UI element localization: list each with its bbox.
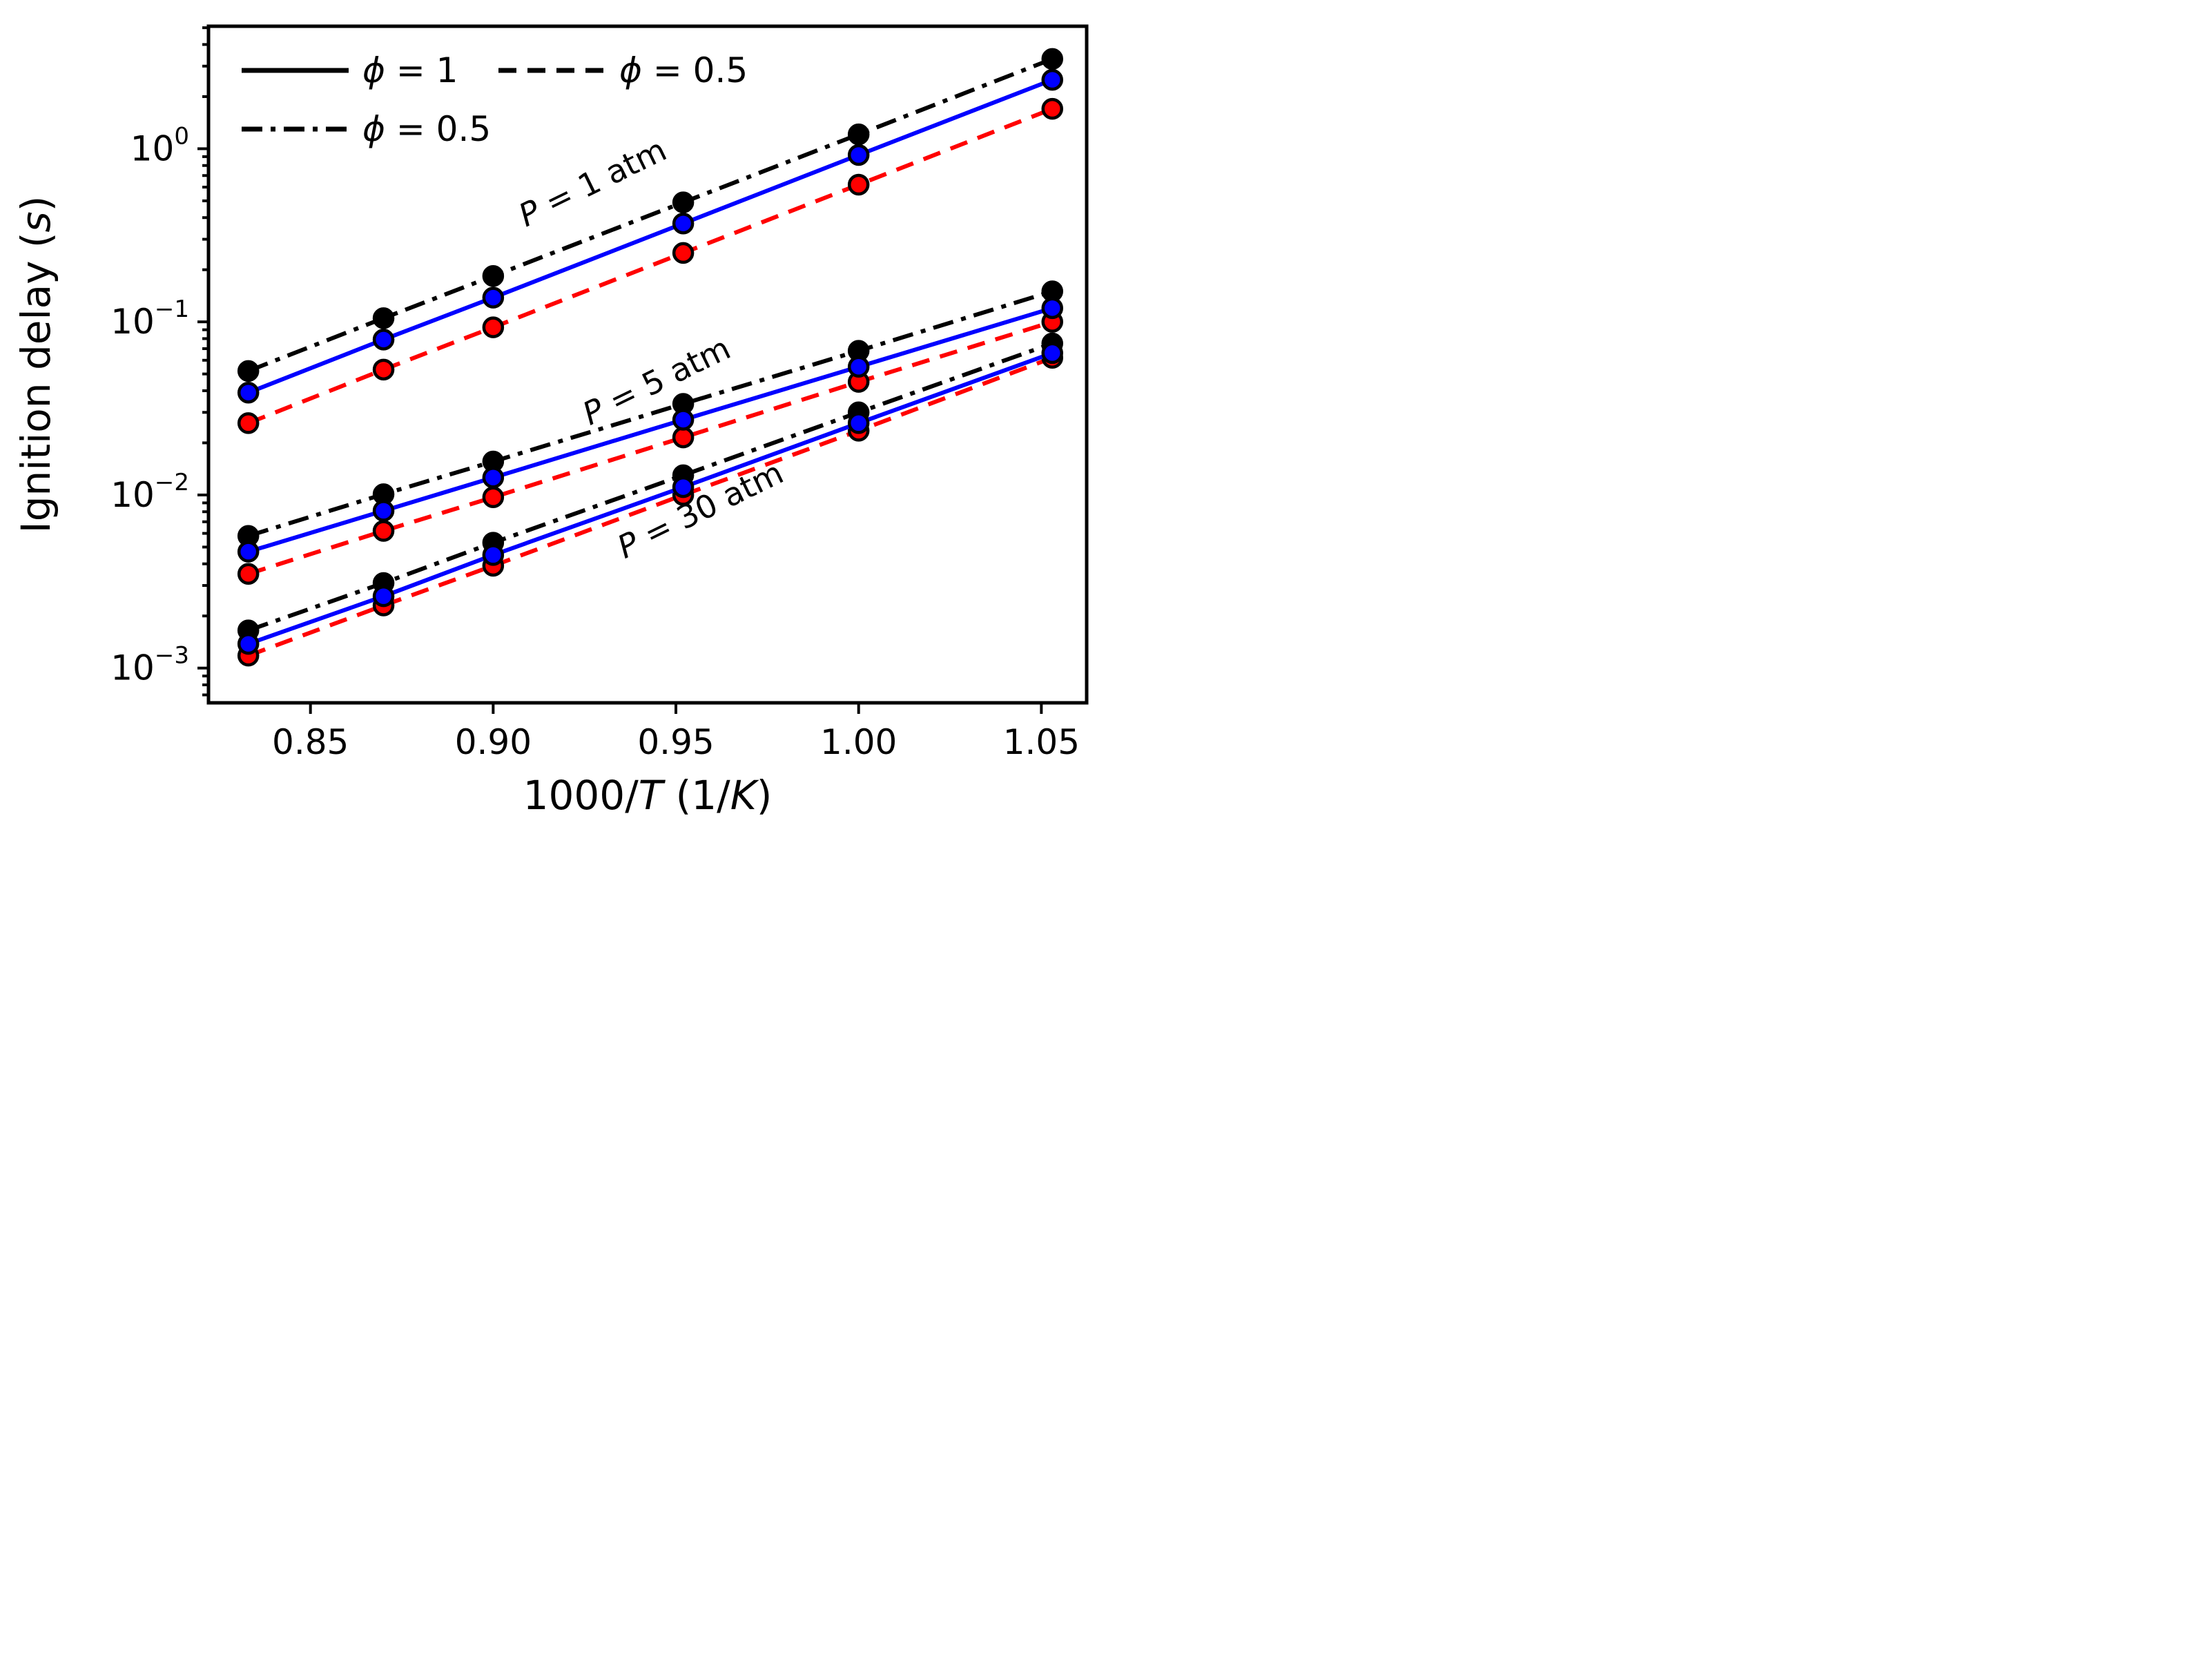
P5-phi0.5-dashed-marker bbox=[482, 486, 505, 508]
P30-phi0.5-dashed-line bbox=[247, 356, 1054, 658]
P5-phi0.5-dashed bbox=[237, 311, 1063, 585]
x-tick-label: 0.95 bbox=[637, 722, 714, 762]
P1-phi0.5-dashed-line bbox=[247, 106, 1054, 425]
P5-phi1-solid-marker bbox=[672, 409, 695, 431]
pressure-annotation: P = 1 atm bbox=[513, 130, 672, 234]
P1-phi0.5-dashed-marker bbox=[372, 358, 395, 381]
legend-item: ϕ = 0.5 bbox=[242, 109, 491, 149]
legend-item: ϕ = 0.5 bbox=[498, 50, 748, 90]
y-axis-label: Ignition delay (s) bbox=[12, 196, 59, 534]
y-tick-label: 10−2 bbox=[110, 469, 189, 515]
y-tick-label: 100 bbox=[130, 122, 189, 168]
P5-phi1-solid bbox=[237, 297, 1063, 563]
P1-phi0.5-dashed-marker bbox=[672, 242, 695, 264]
legend-label: ϕ = 0.5 bbox=[362, 109, 491, 149]
P30-phi0.5-dashdot-line bbox=[247, 341, 1054, 632]
P1-phi0.5-dashed-marker bbox=[1041, 97, 1063, 120]
x-tick-label: 0.90 bbox=[455, 722, 532, 762]
P1-phi1-solid bbox=[237, 68, 1063, 404]
P1-phi0.5-dashed-marker bbox=[847, 173, 870, 196]
P30-phi1-solid-marker bbox=[372, 585, 395, 608]
pressure-annotation: P = 5 atm bbox=[576, 329, 736, 433]
axes: 0.85 0.90 0.95 1.00 1.05 100 10−1 10−2 10−3 bbox=[110, 24, 1089, 762]
P5-phi0.5-dashed-marker bbox=[372, 520, 395, 542]
y-tick-label: 10−1 bbox=[110, 295, 189, 342]
P5-phi0.5-dashed-marker bbox=[237, 563, 260, 585]
P1-phi0.5-dashdot-marker bbox=[237, 360, 260, 382]
P5-phi1-solid-marker bbox=[1041, 297, 1063, 320]
P1-phi1-solid-marker bbox=[1041, 68, 1063, 91]
P30-phi1-solid-marker bbox=[482, 544, 505, 566]
P1-phi0.5-dashdot bbox=[237, 48, 1063, 382]
P30-phi1-solid bbox=[237, 342, 1063, 655]
P1-phi0.5-dashed-marker bbox=[237, 412, 260, 434]
P1-phi1-solid-marker bbox=[672, 212, 695, 235]
P1-phi0.5-dashdot-line bbox=[247, 57, 1054, 373]
P30-phi1-solid-marker bbox=[1041, 342, 1063, 365]
y-axis: 100 10−1 10−2 10−3 bbox=[110, 26, 208, 697]
P5-phi1-solid-marker bbox=[847, 356, 870, 378]
x-tick-label: 1.00 bbox=[820, 722, 897, 762]
y-tick-label: 10−3 bbox=[110, 642, 189, 688]
P30-phi1-solid-marker bbox=[672, 476, 695, 498]
P5-phi0.5-dashed-line bbox=[247, 320, 1054, 576]
P30-phi1-solid-marker bbox=[237, 632, 260, 655]
P1-phi0.5-dashed bbox=[237, 97, 1063, 434]
P1-phi0.5-dashdot-marker bbox=[672, 191, 695, 213]
x-axis: 0.85 0.90 0.95 1.00 1.05 bbox=[272, 703, 1080, 762]
P1-phi1-solid-marker bbox=[372, 329, 395, 351]
P30-phi1-solid-marker bbox=[847, 412, 870, 434]
x-tick-label: 1.05 bbox=[1003, 722, 1080, 762]
P30-phi1-solid-line bbox=[247, 351, 1054, 646]
P1-phi1-solid-marker bbox=[482, 287, 505, 309]
legend-item: ϕ = 1 bbox=[242, 50, 458, 90]
P5-phi1-solid-line bbox=[247, 306, 1054, 554]
legend: ϕ = 1 ϕ = 0.5 ϕ = 0.5 bbox=[242, 50, 748, 149]
legend-label: ϕ = 1 bbox=[362, 50, 458, 90]
P5-phi0.5-dashdot-line bbox=[247, 289, 1054, 539]
plot-frame bbox=[206, 24, 1089, 705]
P1-phi0.5-dashdot-marker bbox=[1041, 48, 1063, 70]
ignition-delay-figure: 0.85 0.90 0.95 1.00 1.05 100 10−1 10−2 10−3 1000/… bbox=[0, 0, 1106, 829]
P5-phi1-solid-marker bbox=[237, 541, 260, 563]
P1-phi0.5-dashdot-marker bbox=[372, 307, 395, 329]
x-axis-label: 1000/T (1/K) bbox=[523, 772, 773, 819]
P1-phi0.5-dashdot-marker bbox=[847, 123, 870, 146]
P5-phi1-solid-marker bbox=[372, 500, 395, 522]
P1-phi1-solid-marker bbox=[237, 381, 260, 404]
P5-phi0.5-dashdot bbox=[237, 280, 1063, 547]
P1-phi1-solid-marker bbox=[847, 144, 870, 166]
legend-label: ϕ = 0.5 bbox=[619, 50, 748, 90]
P1-phi0.5-dashed-marker bbox=[482, 316, 505, 338]
P1-phi0.5-dashdot-marker bbox=[482, 265, 505, 287]
x-tick-label: 0.85 bbox=[272, 722, 349, 762]
ignition-delay-chart: 0.85 0.90 0.95 1.00 1.05 100 10−1 10−2 10−3 1000/… bbox=[12, 24, 1089, 819]
P5-phi1-solid-marker bbox=[482, 467, 505, 489]
P1-phi1-solid-line bbox=[247, 77, 1054, 395]
P5-phi0.5-dashed-marker bbox=[672, 426, 695, 449]
